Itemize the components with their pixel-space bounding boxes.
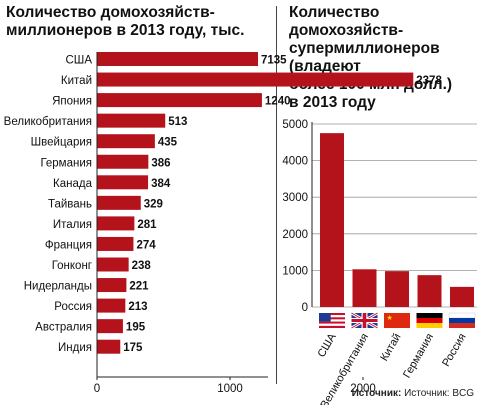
- value-label-нидерланды: 221: [129, 281, 149, 293]
- left-title-line-2: миллионеров в 2013 году, тыс.: [6, 22, 245, 39]
- svg-text:★: ★: [387, 314, 393, 322]
- category-label-россия: Россия: [54, 301, 92, 313]
- source-note: Источник: Источник: BCG: [352, 388, 474, 399]
- category-label-китай: Китай: [378, 332, 403, 364]
- value-label-франция: 274: [136, 239, 156, 251]
- bar-великобритания: [352, 269, 377, 307]
- right-title-line-1: Количество: [289, 4, 380, 21]
- value-label-сша: 7135: [261, 55, 287, 67]
- bar-швейцария: [97, 134, 155, 149]
- category-label-германия: Германия: [401, 331, 436, 380]
- chart-divider: [276, 6, 277, 384]
- bar-франция: [97, 236, 134, 251]
- bar-китай: [385, 271, 409, 307]
- value-label-гонконг: 238: [132, 260, 152, 272]
- category-label-россия: Россия: [440, 331, 468, 368]
- value-label-швейцария: 435: [158, 137, 178, 149]
- category-label-австралия: Австралия: [35, 322, 92, 334]
- bar-великобритания: [97, 113, 166, 128]
- right-title-line-3: супермиллионеров: [289, 40, 440, 57]
- us-flag-icon: [319, 313, 345, 328]
- y-tick-label-0: 0: [302, 302, 308, 314]
- bar-нидерланды: [97, 278, 127, 293]
- bar-германия: [97, 154, 149, 169]
- bar-гонконг: [97, 257, 129, 272]
- x-tick-label-2000: 2000: [350, 383, 376, 395]
- category-label-китай: Китай: [61, 75, 92, 87]
- bar-сша: [97, 52, 258, 66]
- y-tick-label-3000: 3000: [282, 192, 308, 204]
- china-flag-icon: ★: [384, 313, 410, 328]
- bar-китай: [97, 72, 414, 87]
- category-label-сша: США: [316, 331, 339, 360]
- bar-сша: [320, 133, 344, 307]
- y-tick-label-4000: 4000: [282, 156, 308, 168]
- value-label-китай: 2378: [416, 75, 442, 87]
- y-tick-label-5000: 5000: [282, 119, 308, 131]
- category-label-нидерланды: Нидерланды: [24, 281, 92, 293]
- category-label-япония: Япония: [52, 96, 92, 108]
- bar-россия: [450, 286, 474, 307]
- category-label-индия: Индия: [58, 342, 92, 354]
- bar-тайвань: [97, 195, 141, 210]
- category-label-сша: США: [65, 55, 92, 67]
- value-label-италия: 281: [137, 219, 157, 231]
- x-tick-label-1000: 1000: [217, 383, 243, 395]
- uk-flag-icon: [350, 311, 379, 330]
- y-tick-label-1000: 1000: [282, 265, 308, 277]
- source-label: Источник:: [351, 388, 402, 399]
- value-label-великобритания: 513: [168, 116, 187, 128]
- value-label-австралия: 195: [126, 322, 146, 334]
- x-tick-label-0: 0: [94, 383, 100, 395]
- category-label-франция: Франция: [45, 239, 92, 251]
- category-label-германия: Германия: [40, 157, 92, 169]
- bar-япония: [97, 93, 262, 108]
- bar-германия: [417, 275, 442, 307]
- category-label-гонконг: Гонконг: [52, 260, 92, 272]
- category-label-швейцария: Швейцария: [31, 137, 92, 149]
- value-label-япония: 1240: [265, 96, 291, 108]
- right-title-line-6: в 2013 году: [289, 94, 376, 111]
- category-label-тайвань: Тайвань: [48, 198, 92, 210]
- bar-австралия: [97, 319, 123, 334]
- value-label-россия: 213: [128, 301, 147, 313]
- left-chart-title: Количество домохозяйств- миллионеров в 2…: [6, 4, 268, 40]
- category-label-италия: Италия: [53, 219, 92, 231]
- russia-flag-icon: [448, 312, 476, 328]
- left-title-line-1: Количество домохозяйств-: [6, 4, 215, 21]
- value-label-индия: 175: [123, 342, 143, 354]
- value-label-канада: 384: [151, 178, 171, 190]
- bar-канада: [97, 175, 149, 190]
- value-label-тайвань: 329: [144, 198, 163, 210]
- right-title-line-4: (владеют: [289, 58, 361, 75]
- source-text: Источник: BCG: [404, 388, 474, 399]
- right-title-line-2: домохозяйств-: [289, 22, 404, 39]
- y-tick-label-2000: 2000: [282, 229, 308, 241]
- germany-flag-icon: [416, 313, 443, 328]
- bar-италия: [97, 216, 135, 231]
- category-label-канада: Канада: [53, 178, 93, 190]
- value-label-германия: 386: [151, 157, 170, 169]
- bar-россия: [97, 298, 126, 313]
- bar-индия: [97, 339, 121, 354]
- category-label-великобритания: Великобритания: [4, 116, 92, 128]
